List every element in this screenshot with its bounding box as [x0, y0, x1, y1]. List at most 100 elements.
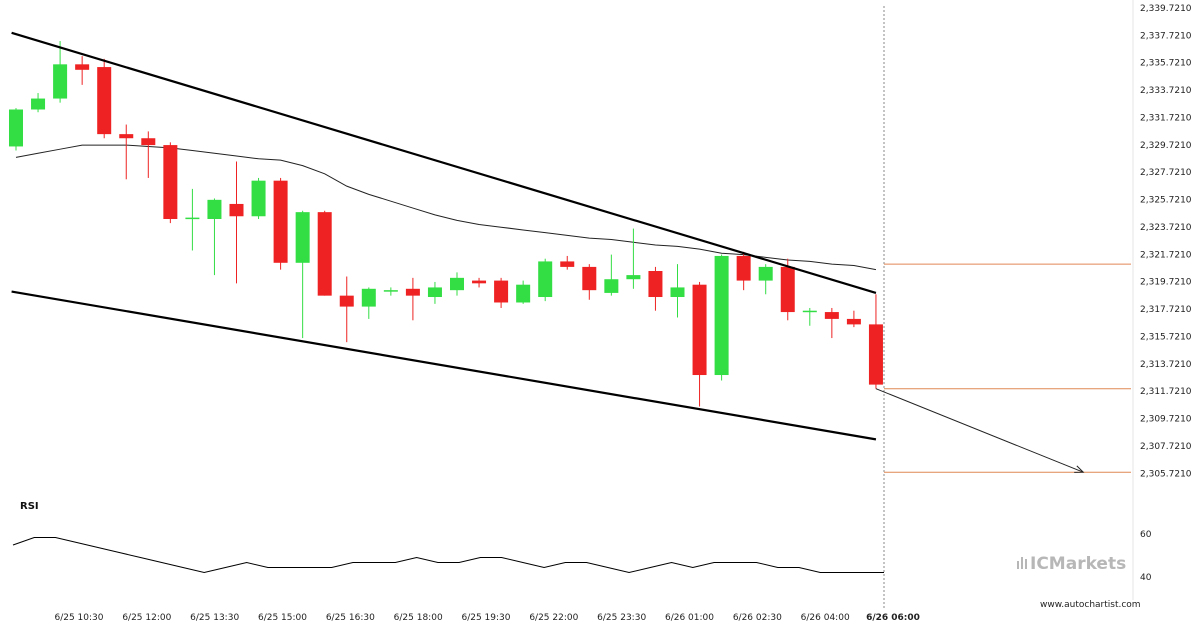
candle-body — [714, 255, 729, 376]
bearish-candle — [229, 161, 244, 284]
bullish-candle — [295, 210, 310, 339]
bearish-candle — [582, 264, 597, 300]
bullish-candle — [626, 228, 641, 289]
moving-average-line — [15, 144, 877, 271]
candle-body — [494, 280, 509, 303]
candle-body — [582, 266, 597, 291]
brand-text: ICMarkets — [1030, 554, 1126, 574]
price-tick-label: 2,327.7210 — [1140, 168, 1192, 178]
bullish-candle — [714, 254, 729, 381]
candle-body — [846, 318, 861, 325]
channel-upper-line — [11, 31, 877, 294]
bullish-candle — [802, 307, 817, 326]
candle-body — [163, 145, 178, 219]
candle-body — [692, 284, 707, 376]
time-tick-label-current: 6/26 06:00 — [866, 613, 920, 623]
projection-arrowhead — [1074, 465, 1085, 473]
candle-body — [97, 67, 112, 135]
bullish-candle — [361, 287, 376, 319]
moving-average — [15, 144, 877, 271]
rsi-title: RSI — [20, 501, 39, 512]
bearish-candle — [97, 58, 112, 139]
price-tick-label: 2,315.7210 — [1140, 332, 1192, 342]
price-tick-label: 2,313.7210 — [1140, 360, 1192, 370]
bullish-candle — [53, 41, 68, 103]
candle-body — [273, 180, 288, 263]
price-tick-label: 2,317.7210 — [1140, 305, 1192, 315]
projection-arrow — [875, 388, 1085, 473]
price-tick-label: 2,323.7210 — [1140, 223, 1192, 233]
rsi-tick-60: 60 — [1140, 530, 1152, 540]
candle-body — [119, 134, 134, 139]
bullish-candle — [207, 198, 222, 276]
time-tick-label: 6/26 01:00 — [665, 613, 714, 623]
rsi-panel: RSI 60 40 — [12, 501, 1152, 583]
bearish-candle — [868, 294, 883, 389]
bullish-candle — [31, 93, 46, 113]
price-tick-label: 2,335.7210 — [1140, 59, 1192, 69]
candle-body — [141, 138, 156, 146]
bearish-candle — [846, 310, 861, 328]
candle-body — [185, 217, 200, 220]
price-tick-label: 2,331.7210 — [1140, 113, 1192, 123]
bearish-candle — [648, 266, 663, 311]
level-lines — [884, 263, 1131, 473]
bearish-candle — [273, 177, 288, 270]
channel-lower-line — [11, 290, 877, 441]
candle-body — [538, 261, 553, 298]
price-tick-label: 2,305.7210 — [1140, 469, 1192, 479]
candle-body — [450, 277, 464, 291]
price-tick-label: 2,307.7210 — [1140, 442, 1192, 452]
bearish-candle — [780, 258, 795, 321]
time-tick-label: 6/25 15:00 — [258, 613, 307, 623]
bullish-candle — [604, 254, 619, 296]
bullish-candle — [450, 272, 464, 296]
bearish-candle — [163, 142, 178, 224]
time-tick-label: 6/25 10:30 — [54, 613, 103, 623]
bearish-candle — [560, 255, 575, 270]
time-tick-label: 6/25 16:30 — [326, 613, 375, 623]
bearish-candle — [692, 281, 707, 407]
candle-body — [9, 109, 23, 147]
candle-body — [295, 212, 310, 263]
price-tick-label: 2,309.7210 — [1140, 415, 1192, 425]
rsi-line — [12, 537, 884, 574]
chart-frame — [883, 0, 1134, 610]
candle-body — [427, 287, 442, 298]
candle-body — [560, 261, 575, 267]
bullish-candle — [538, 258, 553, 302]
price-tick-label: 2,333.7210 — [1140, 86, 1192, 96]
candle-body — [207, 199, 222, 219]
bearish-candle — [472, 277, 487, 288]
bullish-candle — [383, 287, 398, 296]
time-tick-label: 6/25 23:30 — [597, 613, 646, 623]
bearish-candle — [75, 56, 90, 85]
candle-body — [361, 288, 376, 307]
price-tick-label: 2,325.7210 — [1140, 196, 1192, 206]
footer-url: www.autochartist.com — [1040, 600, 1141, 610]
bearish-candle — [824, 307, 839, 339]
time-tick-label: 6/25 12:00 — [122, 613, 171, 623]
bearish-candle — [405, 277, 420, 321]
candle-body — [516, 284, 531, 303]
channel-lines — [11, 31, 877, 441]
price-tick-label: 2,311.7210 — [1140, 387, 1192, 397]
candle-body — [229, 203, 244, 217]
bearish-candle — [141, 131, 156, 178]
bullish-candle — [185, 188, 200, 251]
price-tick-label: 2,321.7210 — [1140, 250, 1192, 260]
candle-body — [604, 279, 619, 293]
candle-body — [472, 280, 487, 284]
candle-body — [824, 312, 839, 319]
time-axis-labels: 6/25 10:30 6/25 12:00 6/25 13:30 6/25 15:00… — [54, 613, 919, 623]
bullish-candle — [427, 281, 442, 304]
candle-body — [802, 310, 817, 313]
price-tick-label: 2,337.7210 — [1140, 31, 1192, 41]
bearish-candle — [317, 210, 332, 296]
candle-body — [780, 266, 795, 313]
candle-body — [405, 288, 420, 296]
bearish-candle — [494, 277, 509, 308]
bearish-candle — [736, 251, 751, 291]
candles — [9, 41, 883, 407]
